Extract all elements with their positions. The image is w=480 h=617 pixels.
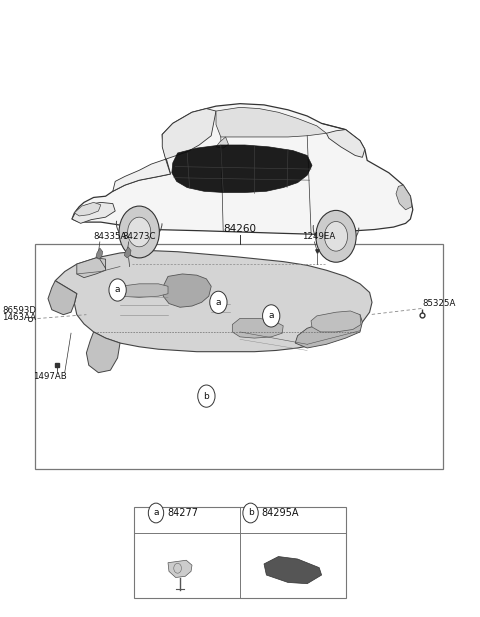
Circle shape — [210, 291, 227, 313]
Circle shape — [119, 206, 159, 258]
Polygon shape — [74, 202, 101, 216]
Polygon shape — [311, 311, 361, 332]
Bar — [35, 244, 443, 469]
Circle shape — [198, 385, 215, 407]
Polygon shape — [96, 248, 103, 259]
Text: b: b — [248, 508, 253, 518]
Circle shape — [148, 503, 164, 523]
Text: 84277: 84277 — [167, 508, 198, 518]
Polygon shape — [163, 274, 211, 307]
Text: 1463AA: 1463AA — [2, 313, 36, 322]
Polygon shape — [232, 318, 283, 338]
Circle shape — [109, 279, 126, 301]
Polygon shape — [326, 130, 365, 157]
Polygon shape — [77, 258, 106, 278]
Polygon shape — [113, 159, 170, 191]
Bar — [134, 507, 346, 598]
Text: 84273C: 84273C — [122, 231, 156, 241]
Text: 84335A: 84335A — [94, 231, 127, 241]
Polygon shape — [48, 281, 77, 315]
Circle shape — [128, 217, 151, 247]
Polygon shape — [120, 284, 168, 297]
Text: a: a — [115, 286, 120, 294]
Text: a: a — [216, 298, 221, 307]
Text: 84295A: 84295A — [262, 508, 299, 518]
Polygon shape — [124, 247, 131, 258]
Polygon shape — [216, 107, 326, 137]
Polygon shape — [86, 332, 120, 373]
Text: a: a — [153, 508, 159, 518]
Polygon shape — [162, 109, 216, 159]
Circle shape — [243, 503, 258, 523]
Text: a: a — [268, 312, 274, 320]
Polygon shape — [396, 185, 412, 210]
Polygon shape — [216, 137, 228, 148]
Polygon shape — [295, 313, 362, 348]
Polygon shape — [55, 251, 372, 352]
Text: b: b — [204, 392, 209, 400]
Text: 1249EA: 1249EA — [302, 231, 336, 241]
Polygon shape — [72, 202, 115, 223]
Text: 85325A: 85325A — [422, 299, 456, 308]
Text: 1497AB: 1497AB — [33, 372, 66, 381]
Text: 86593D: 86593D — [2, 305, 36, 315]
Text: 84260: 84260 — [224, 225, 256, 234]
Polygon shape — [172, 145, 312, 193]
Polygon shape — [264, 557, 322, 584]
Circle shape — [263, 305, 280, 327]
Circle shape — [316, 210, 356, 262]
Polygon shape — [168, 560, 192, 578]
Circle shape — [324, 222, 348, 251]
Polygon shape — [72, 104, 413, 234]
